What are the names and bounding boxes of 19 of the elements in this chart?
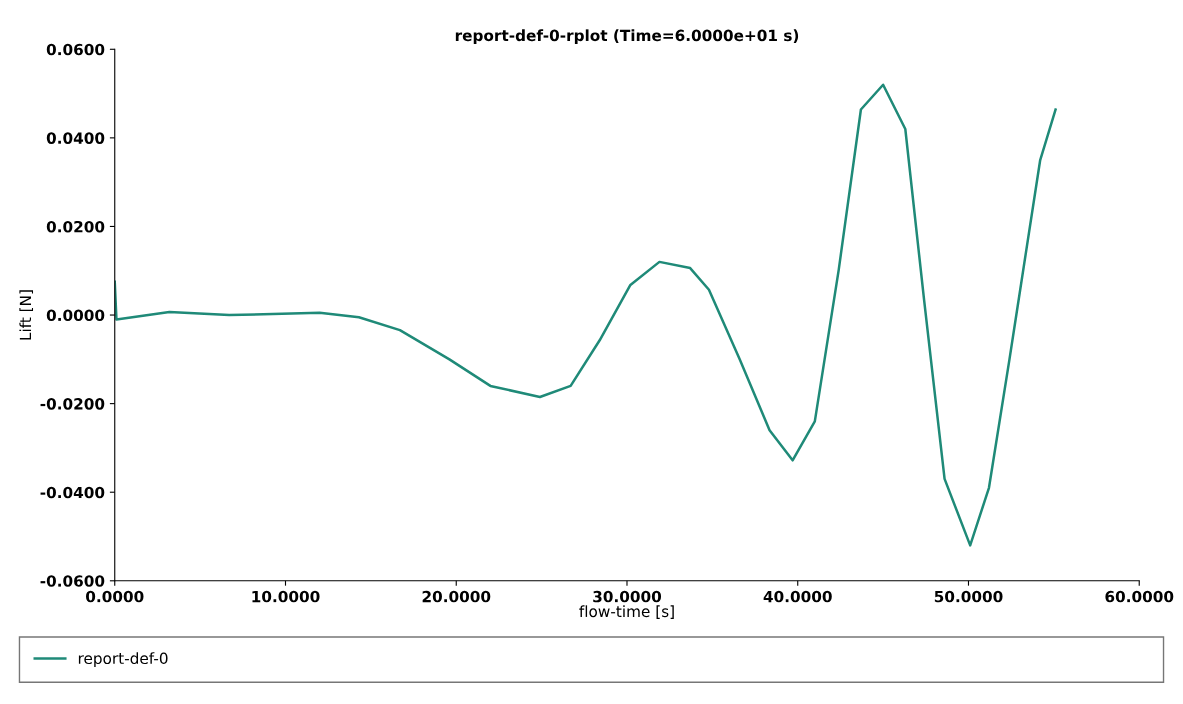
- y-tick-label: 0.0600: [46, 43, 105, 56]
- legend-label: report-def-0: [78, 652, 168, 667]
- line-series: [114, 83, 1057, 547]
- chart-title: report-def-0-rplot (Time=6.0000e+01 s): [455, 29, 799, 45]
- y-tick-label: 0.0200: [46, 220, 105, 233]
- x-tick-label: 10.0000: [252, 590, 320, 603]
- x-axis-title: flow-time [s]: [579, 605, 674, 619]
- y-tick-label: 0.0000: [46, 309, 105, 322]
- x-tick-label: 40.0000: [763, 590, 832, 603]
- y-tick-label: -0.0200: [40, 398, 105, 410]
- y-tick-label: 0.0400: [46, 132, 105, 144]
- x-tick-label: 20.0000: [422, 590, 491, 603]
- x-tick-label: 30.0000: [593, 590, 662, 603]
- x-tick-label: 60.0000: [1105, 590, 1174, 603]
- x-tick-label: 0.0000: [86, 590, 144, 603]
- y-axis-title: Lift [N]: [19, 290, 34, 340]
- x-tick-label: 50.0000: [934, 590, 1003, 603]
- y-tick-label: -0.0600: [40, 575, 105, 587]
- y-tick-label: -0.0400: [40, 486, 105, 499]
